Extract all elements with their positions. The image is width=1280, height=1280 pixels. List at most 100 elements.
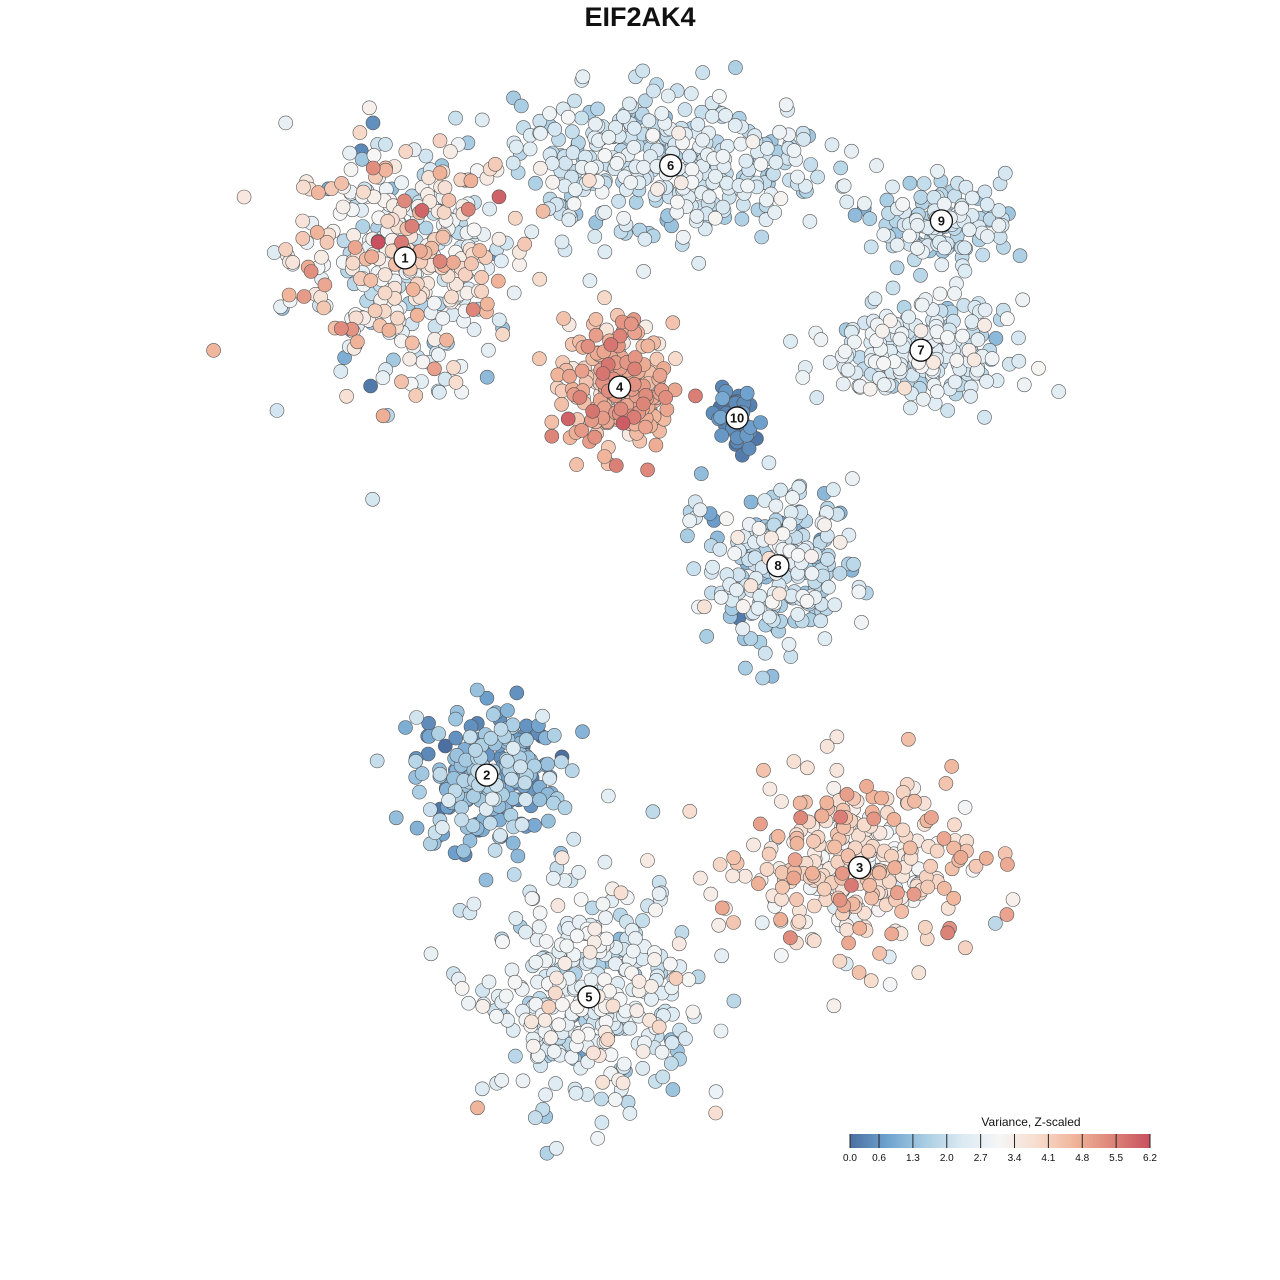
data-point (824, 137, 840, 153)
data-point (378, 162, 393, 178)
data-point (638, 419, 653, 435)
data-point (513, 98, 529, 114)
data-point (603, 337, 619, 352)
data-point (930, 164, 945, 179)
data-point (754, 915, 770, 931)
data-point (432, 766, 448, 782)
data-point (833, 809, 848, 825)
data-point (365, 491, 380, 507)
data-point (533, 160, 548, 176)
data-point (363, 273, 379, 288)
data-point (792, 795, 808, 811)
data-point (846, 556, 861, 572)
data-point (737, 868, 753, 884)
data-point (493, 253, 509, 269)
data-point (474, 1081, 490, 1097)
data-point (940, 925, 955, 941)
data-point (570, 1029, 586, 1044)
data-point (840, 362, 856, 378)
data-point (532, 905, 548, 921)
data-point (365, 115, 381, 131)
data-point (647, 952, 662, 967)
data-point (907, 793, 922, 809)
data-point (929, 384, 945, 400)
data-point (594, 1115, 610, 1130)
data-point (857, 196, 872, 211)
data-point (566, 196, 582, 212)
data-point (953, 850, 969, 865)
data-point (906, 886, 922, 902)
data-point (695, 132, 710, 148)
data-point (743, 494, 759, 510)
data-point (869, 158, 884, 173)
data-point (404, 335, 420, 351)
data-point (554, 234, 570, 250)
data-point (483, 730, 499, 746)
data-point (487, 157, 503, 172)
data-point (790, 607, 806, 622)
data-point (437, 180, 453, 195)
data-point (799, 593, 815, 609)
data-point (575, 724, 590, 740)
data-point (540, 813, 556, 829)
data-point (626, 120, 642, 136)
data-point (655, 1069, 671, 1085)
data-point (560, 109, 576, 125)
data-point (533, 126, 548, 141)
data-point (278, 242, 294, 257)
data-point (648, 437, 664, 453)
data-point (851, 965, 867, 980)
data-point (913, 267, 928, 283)
data-point (346, 228, 361, 243)
data-point (507, 210, 523, 226)
data-point (862, 381, 878, 397)
data-point (343, 162, 359, 177)
data-point (997, 165, 1013, 181)
data-point (786, 143, 802, 158)
data-point (317, 277, 333, 293)
data-point (380, 214, 396, 229)
data-point (803, 157, 819, 172)
data-point (767, 205, 783, 220)
data-point (431, 384, 447, 400)
chart-title: EIF2AK4 (584, 2, 696, 32)
data-point (787, 852, 803, 868)
data-point (677, 102, 693, 117)
data-point (547, 121, 563, 137)
data-point (902, 840, 918, 856)
data-point (644, 991, 659, 1007)
data-point (285, 255, 301, 270)
data-point (626, 140, 642, 155)
data-point (518, 924, 533, 940)
data-point (949, 353, 965, 368)
data-point (796, 132, 811, 147)
data-point (365, 160, 381, 176)
data-point (1051, 384, 1066, 399)
data-point (414, 766, 430, 781)
data-point (664, 1035, 680, 1050)
data-point (356, 184, 371, 200)
cluster-label-10: 10 (725, 406, 749, 430)
data-point (781, 636, 797, 652)
data-point (422, 802, 438, 817)
data-point (729, 582, 744, 598)
data-point (712, 857, 728, 872)
data-point (540, 756, 555, 772)
data-point (701, 189, 717, 205)
data-point (448, 110, 463, 126)
data-point (627, 361, 643, 377)
data-point (876, 227, 892, 242)
data-point (615, 1075, 631, 1091)
data-point (726, 993, 742, 1009)
legend-tick-label: 0.6 (872, 1153, 886, 1164)
data-point (342, 145, 358, 161)
data-point (588, 327, 604, 343)
data-point (773, 191, 789, 206)
data-point (651, 1019, 667, 1035)
data-point (587, 229, 603, 244)
data-point (964, 190, 980, 206)
data-point (775, 879, 790, 895)
data-point (961, 222, 977, 238)
data-point (504, 962, 520, 978)
data-point (595, 896, 611, 912)
